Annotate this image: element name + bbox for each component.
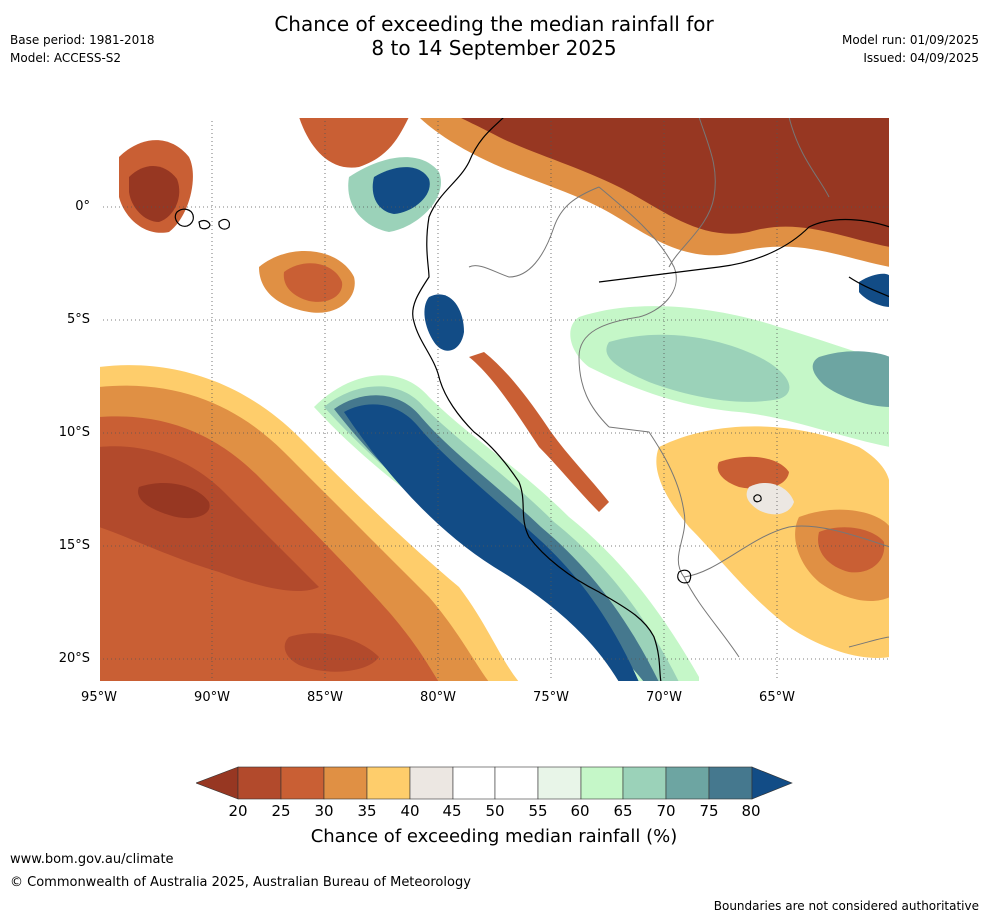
southeast-dry-30: [818, 527, 885, 573]
boundaries-disclaimer: Boundaries are not considered authoritat…: [713, 899, 979, 913]
colorbar-45-50: [452, 766, 496, 800]
ecuador-peru-border: [468, 186, 600, 278]
coastal-dry-strip-30: [469, 352, 609, 512]
colorbar-label-65: 65: [613, 802, 633, 820]
galapagos-island-1: [174, 208, 194, 227]
lat-tick-5s: 5°S: [66, 312, 90, 327]
colombia-peru-border: [578, 186, 677, 428]
colorbar-label-30: 30: [314, 802, 334, 820]
colorbar-30-35: [323, 766, 368, 800]
amazon-river: [598, 218, 890, 283]
colorbar: [196, 766, 793, 800]
colorbar-50-55: [494, 766, 539, 800]
amazon-wet-70: [606, 334, 790, 402]
map-frame: [99, 117, 890, 682]
lon-tick-80w: 80°W: [420, 690, 456, 705]
colorbar-label-20: 20: [228, 802, 248, 820]
dry-patch-25: [284, 633, 379, 672]
colorbar-60-65: [580, 766, 624, 800]
colorbar-label-40: 40: [400, 802, 420, 820]
lat-tick-20s: 20°S: [58, 651, 90, 666]
north-dry-20: [459, 117, 890, 247]
base-period-text: Base period: 1981-2018: [10, 33, 155, 47]
wet-core-over-80: [344, 404, 639, 682]
colorbar-label-35: 35: [357, 802, 377, 820]
altiplano-neutral-45: [746, 482, 794, 515]
coastlines: [174, 117, 890, 682]
galapagos-dry-20: [129, 165, 180, 222]
southeast-dry-40: [656, 426, 890, 658]
colorbar-label-70: 70: [656, 802, 676, 820]
colorbar-70-75: [665, 766, 710, 800]
website-text: www.bom.gov.au/climate: [10, 852, 174, 867]
issued-text: Issued: 04/09/2025: [863, 51, 979, 65]
north-west-dry-30: [299, 117, 409, 168]
model-text: Model: ACCESS-S2: [10, 51, 122, 65]
rainfall-field: [99, 117, 890, 682]
lake-titicaca: [677, 569, 692, 584]
colorbar-label-25: 25: [271, 802, 291, 820]
colorbar-55-60: [537, 766, 582, 800]
colorbar-75-80: [708, 766, 753, 800]
lat-tick-15s: 15°S: [58, 538, 90, 553]
colorbar-40-45: [409, 766, 454, 800]
left-metadata: Base period: 1981-2018 Model: ACCESS-S2: [10, 31, 155, 67]
galapagos-island-2: [198, 219, 211, 230]
colorbar-25-30: [280, 766, 325, 800]
colorbar-label-45: 45: [442, 802, 462, 820]
colorbar-under-arrow: [196, 766, 239, 800]
lon-tick-70w: 70°W: [646, 690, 682, 705]
colorbar-title: Chance of exceeding median rainfall (%): [310, 826, 678, 847]
lon-tick-85w: 85°W: [307, 690, 343, 705]
galapagos-island-3: [218, 218, 230, 230]
colorbar-label-75: 75: [699, 802, 719, 820]
lake-1: [753, 494, 762, 503]
map-title: Chance of exceeding the median rainfall …: [0, 12, 988, 60]
lon-tick-75w: 75°W: [533, 690, 569, 705]
colorbar-35-40: [366, 766, 411, 800]
lon-tick-95w: 95°W: [81, 690, 117, 705]
colorbar-label-55: 55: [528, 802, 548, 820]
east-wet-75: [812, 351, 890, 407]
copyright-text: © Commonwealth of Australia 2025, Austra…: [10, 875, 471, 890]
lat-tick-0: 0°: [75, 199, 90, 214]
title-line-2: 8 to 14 September 2025: [371, 36, 617, 60]
colorbar-label-80: 80: [741, 802, 761, 820]
colorbar-over-arrow: [751, 766, 793, 800]
dry-core-20: [138, 482, 210, 519]
model-run-text: Model run: 01/09/2025: [841, 33, 979, 47]
right-metadata: Model run: 01/09/2025 Issued: 04/09/2025: [842, 31, 979, 67]
lon-tick-90w: 90°W: [194, 690, 230, 705]
dry-zone-25: [99, 446, 319, 592]
offshore-dry-30: [283, 263, 343, 302]
colombia-venezuela-border: [668, 117, 716, 268]
bolivia-brazil-border: [683, 525, 890, 578]
river-east: [848, 276, 890, 298]
paraguay-border: [848, 636, 890, 648]
bolivia-dry-30: [717, 456, 789, 489]
country-borders: [468, 117, 890, 658]
lon-tick-65w: 65°W: [759, 690, 795, 705]
colorbar-label-50: 50: [485, 802, 505, 820]
pacific-coastline: [412, 117, 662, 682]
gulf-wet-over-80: [424, 294, 464, 351]
colorbar-20-25: [237, 766, 282, 800]
north-wet-over-80: [372, 167, 430, 214]
title-line-1: Chance of exceeding the median rainfall …: [274, 12, 714, 36]
rainfall-probability-map: [99, 117, 890, 682]
venezuela-brazil-border: [788, 117, 830, 198]
colorbar-65-70: [622, 766, 667, 800]
lat-tick-10s: 10°S: [58, 425, 90, 440]
peru-bolivia-border: [608, 426, 740, 658]
colorbar-label-60: 60: [570, 802, 590, 820]
